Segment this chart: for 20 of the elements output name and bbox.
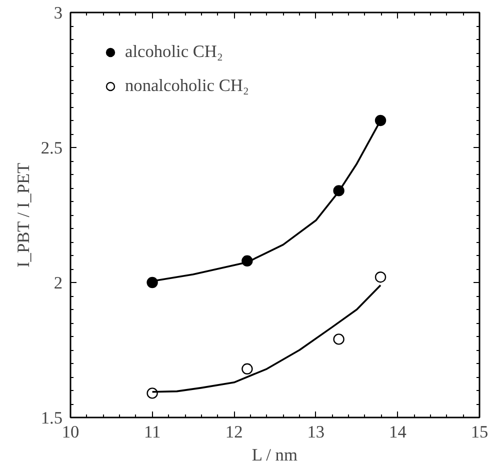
x-axis-title: L / nm — [252, 446, 298, 464]
x-tick-label: 11 — [144, 422, 161, 442]
y-axis-title: I_PBT / I_PET — [14, 162, 33, 268]
point — [146, 388, 158, 399]
x-tick-label: 13 — [307, 422, 325, 442]
point — [333, 334, 344, 345]
y-tick-label: 1.5 — [40, 408, 63, 428]
x-tick-label: 12 — [225, 422, 243, 442]
point — [374, 114, 386, 126]
x-tick-label: 15 — [470, 422, 488, 442]
legend-label: alcoholic CH₂ — [125, 42, 223, 62]
point — [242, 363, 253, 374]
point — [146, 276, 158, 288]
y-tick-label: 3 — [54, 4, 63, 22]
x-tick-label: 10 — [62, 422, 80, 442]
point — [374, 272, 386, 283]
x-tick-label: 14 — [389, 422, 407, 442]
legend-label: nonalcoholic CH₂ — [125, 76, 249, 96]
y-tick-label: 2.5 — [40, 138, 63, 158]
y-tick-label: 2 — [54, 274, 63, 292]
